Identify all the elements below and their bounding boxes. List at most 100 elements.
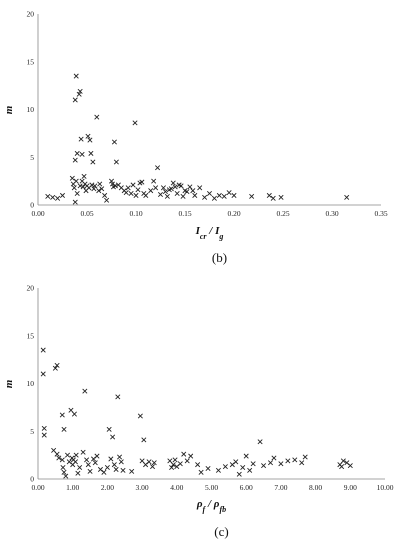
data-point bbox=[271, 455, 277, 461]
data-point bbox=[73, 452, 79, 458]
data-point bbox=[123, 190, 129, 196]
data-point bbox=[108, 456, 114, 462]
data-point bbox=[192, 192, 198, 198]
data-point bbox=[120, 467, 126, 473]
y-axis-label: m bbox=[3, 105, 15, 114]
data-point bbox=[130, 182, 136, 188]
data-point bbox=[177, 461, 183, 467]
x-axis-label: Icr / Ig bbox=[195, 225, 224, 241]
data-point bbox=[56, 455, 62, 461]
data-point bbox=[74, 150, 80, 156]
data-point bbox=[278, 461, 284, 467]
data-point bbox=[137, 413, 143, 419]
data-point bbox=[292, 457, 298, 463]
data-point bbox=[270, 195, 276, 201]
x-tick-label: 2.00 bbox=[101, 483, 114, 492]
data-point bbox=[71, 185, 77, 191]
data-point bbox=[59, 457, 65, 463]
data-point bbox=[184, 458, 190, 464]
data-point bbox=[128, 191, 134, 197]
x-tick-label: 6.00 bbox=[240, 483, 253, 492]
data-point bbox=[104, 465, 110, 471]
x-tick-label: 0.20 bbox=[227, 209, 240, 218]
data-point bbox=[87, 468, 93, 474]
data-point bbox=[222, 464, 228, 470]
data-point bbox=[172, 457, 178, 463]
data-point bbox=[97, 181, 103, 187]
data-point bbox=[108, 178, 115, 184]
data-point bbox=[146, 459, 152, 465]
data-point bbox=[249, 193, 255, 199]
data-point bbox=[115, 394, 121, 400]
data-point bbox=[206, 191, 213, 197]
data-point bbox=[77, 183, 83, 189]
data-point bbox=[73, 178, 79, 184]
data-point bbox=[221, 193, 227, 199]
x-tick-label: 7.00 bbox=[274, 483, 287, 492]
y-tick-label: 0 bbox=[30, 475, 34, 484]
x-tick-label: 4.00 bbox=[170, 483, 183, 492]
data-point bbox=[79, 151, 85, 157]
data-point bbox=[61, 469, 67, 475]
data-point bbox=[162, 189, 168, 195]
x-tick-label: 0.25 bbox=[276, 209, 289, 218]
data-point bbox=[170, 180, 176, 186]
data-point bbox=[160, 185, 166, 191]
data-point bbox=[82, 388, 88, 394]
data-point bbox=[339, 464, 345, 470]
data-point bbox=[267, 460, 274, 466]
x-tick-label: 0.35 bbox=[374, 209, 387, 218]
data-point bbox=[52, 365, 58, 371]
data-point bbox=[59, 412, 65, 418]
x-tick-label: 0.05 bbox=[80, 209, 93, 218]
x-tick-label: 5.00 bbox=[205, 483, 218, 492]
data-point bbox=[89, 182, 95, 188]
y-axis-label: m bbox=[3, 379, 15, 388]
data-point bbox=[257, 439, 263, 445]
data-point bbox=[170, 462, 176, 468]
data-point bbox=[129, 468, 135, 474]
data-point bbox=[40, 371, 46, 377]
data-point bbox=[109, 181, 115, 187]
data-point bbox=[202, 194, 208, 200]
data-point bbox=[247, 467, 253, 473]
data-point bbox=[113, 159, 119, 165]
data-point bbox=[151, 460, 157, 466]
x-tick-label: 0.00 bbox=[31, 209, 44, 218]
data-point bbox=[139, 179, 145, 185]
data-point bbox=[125, 185, 131, 191]
data-point bbox=[197, 185, 203, 191]
data-point bbox=[302, 454, 308, 460]
data-point bbox=[99, 186, 105, 192]
data-point bbox=[40, 347, 46, 353]
data-point bbox=[344, 194, 350, 200]
data-point bbox=[195, 462, 201, 468]
y-tick-label: 10 bbox=[27, 379, 35, 388]
data-point bbox=[106, 426, 112, 432]
data-point bbox=[215, 467, 221, 473]
data-point bbox=[236, 471, 242, 477]
y-tick-label: 20 bbox=[27, 10, 35, 19]
data-point bbox=[96, 188, 102, 194]
data-point bbox=[72, 157, 78, 163]
data-point bbox=[240, 465, 246, 471]
data-point bbox=[143, 192, 149, 198]
data-point bbox=[90, 159, 96, 165]
x-tick-label: 8.00 bbox=[309, 483, 322, 492]
data-point bbox=[250, 461, 256, 467]
data-point bbox=[190, 188, 196, 194]
data-point bbox=[87, 137, 93, 143]
y-tick-label: 5 bbox=[30, 427, 34, 436]
data-point bbox=[45, 193, 51, 199]
data-point bbox=[187, 184, 193, 190]
data-point bbox=[80, 184, 86, 190]
panel-caption: (c) bbox=[214, 524, 228, 539]
data-point bbox=[76, 91, 82, 97]
data-point bbox=[233, 459, 239, 465]
data-point bbox=[169, 465, 175, 471]
data-point bbox=[71, 411, 77, 417]
data-point bbox=[81, 173, 87, 179]
data-point bbox=[285, 458, 291, 464]
data-point bbox=[77, 88, 83, 94]
